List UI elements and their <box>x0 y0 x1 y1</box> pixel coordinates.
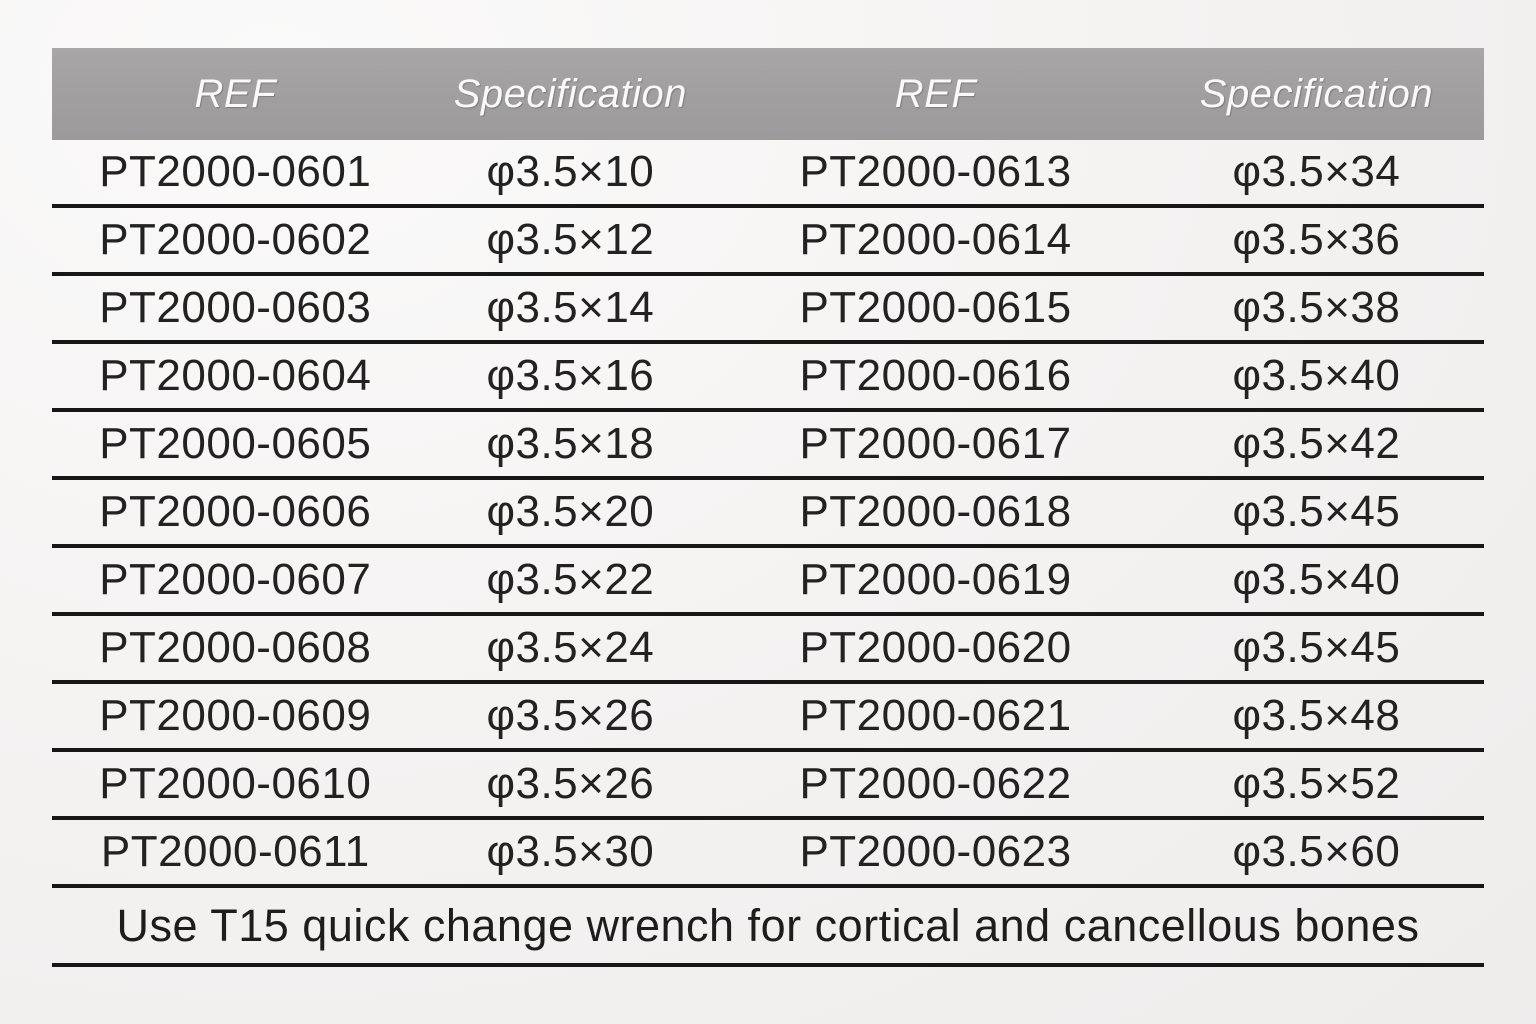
ref-cell-right: PT2000-0622 <box>799 759 1072 808</box>
spec-cell-left: φ3.5×30 <box>486 827 655 876</box>
ref-cell-right: PT2000-0620 <box>799 623 1072 672</box>
spec-cell-right: φ3.5×36 <box>1232 215 1401 264</box>
spec-table: REF Specification REF Specification PT20… <box>52 48 1484 967</box>
spec-cell-left: φ3.5×16 <box>486 351 655 400</box>
spec-cell-right: φ3.5×40 <box>1232 555 1401 604</box>
ref-cell-left: PT2000-0607 <box>99 555 372 604</box>
ref-cell-left: PT2000-0605 <box>99 419 372 468</box>
ref-cell-right: PT2000-0617 <box>799 419 1072 468</box>
spec-cell-left: φ3.5×14 <box>486 283 655 332</box>
header-specification-right: Specification <box>1199 71 1434 116</box>
table-row: PT2000-0603 φ3.5×14 PT2000-0615 φ3.5×38 <box>52 276 1484 344</box>
spec-cell-left: φ3.5×26 <box>486 691 655 740</box>
ref-cell-left: PT2000-0606 <box>99 487 372 536</box>
header-ref-left: REF <box>194 71 277 116</box>
ref-cell-left: PT2000-0602 <box>99 215 372 264</box>
ref-cell-right: PT2000-0613 <box>799 147 1072 196</box>
ref-cell-left: PT2000-0604 <box>99 351 372 400</box>
table-row: PT2000-0610 φ3.5×26 PT2000-0622 φ3.5×52 <box>52 752 1484 820</box>
table-header-row: REF Specification REF Specification <box>52 48 1484 140</box>
spec-cell-left: φ3.5×22 <box>486 555 655 604</box>
spec-cell-left: φ3.5×10 <box>486 147 655 196</box>
spec-cell-left: φ3.5×18 <box>486 419 655 468</box>
ref-cell-left: PT2000-0601 <box>99 147 372 196</box>
table-row: PT2000-0604 φ3.5×16 PT2000-0616 φ3.5×40 <box>52 344 1484 412</box>
ref-cell-right: PT2000-0619 <box>799 555 1072 604</box>
ref-cell-left: PT2000-0611 <box>100 827 370 876</box>
spec-cell-left: φ3.5×12 <box>486 215 655 264</box>
table-row: PT2000-0601 φ3.5×10 PT2000-0613 φ3.5×34 <box>52 140 1484 208</box>
table-row: PT2000-0605 φ3.5×18 PT2000-0617 φ3.5×42 <box>52 412 1484 480</box>
ref-cell-left: PT2000-0608 <box>99 623 372 672</box>
table-row: PT2000-0606 φ3.5×20 PT2000-0618 φ3.5×45 <box>52 480 1484 548</box>
table-row: PT2000-0611 φ3.5×30 PT2000-0623 φ3.5×60 <box>52 820 1484 888</box>
table-row: PT2000-0602 φ3.5×12 PT2000-0614 φ3.5×36 <box>52 208 1484 276</box>
ref-cell-right: PT2000-0616 <box>799 351 1072 400</box>
spec-cell-right: φ3.5×60 <box>1232 827 1401 876</box>
spec-cell-right: φ3.5×52 <box>1232 759 1401 808</box>
ref-cell-left: PT2000-0603 <box>99 283 372 332</box>
spec-cell-right: φ3.5×45 <box>1232 487 1401 536</box>
header-ref-right: REF <box>894 71 977 116</box>
ref-cell-left: PT2000-0610 <box>99 759 372 808</box>
spec-cell-left: φ3.5×24 <box>486 623 655 672</box>
table-body: PT2000-0601 φ3.5×10 PT2000-0613 φ3.5×34 … <box>52 140 1484 888</box>
table-row: PT2000-0608 φ3.5×24 PT2000-0620 φ3.5×45 <box>52 616 1484 684</box>
ref-cell-right: PT2000-0618 <box>799 487 1072 536</box>
ref-cell-right: PT2000-0623 <box>799 827 1072 876</box>
header-specification-left: Specification <box>453 71 688 116</box>
spec-cell-right: φ3.5×42 <box>1232 419 1401 468</box>
spec-cell-left: φ3.5×26 <box>486 759 655 808</box>
spec-cell-right: φ3.5×40 <box>1232 351 1401 400</box>
spec-cell-right: φ3.5×38 <box>1232 283 1401 332</box>
ref-cell-left: PT2000-0609 <box>99 691 372 740</box>
table-footnote: Use T15 quick change wrench for cortical… <box>52 888 1484 967</box>
table-row: PT2000-0607 φ3.5×22 PT2000-0619 φ3.5×40 <box>52 548 1484 616</box>
ref-cell-right: PT2000-0614 <box>799 215 1072 264</box>
spec-cell-right: φ3.5×34 <box>1232 147 1401 196</box>
table-row: PT2000-0609 φ3.5×26 PT2000-0621 φ3.5×48 <box>52 684 1484 752</box>
ref-cell-right: PT2000-0621 <box>799 691 1072 740</box>
ref-cell-right: PT2000-0615 <box>799 283 1072 332</box>
spec-cell-right: φ3.5×45 <box>1232 623 1401 672</box>
spec-cell-left: φ3.5×20 <box>486 487 655 536</box>
spec-cell-right: φ3.5×48 <box>1232 691 1401 740</box>
